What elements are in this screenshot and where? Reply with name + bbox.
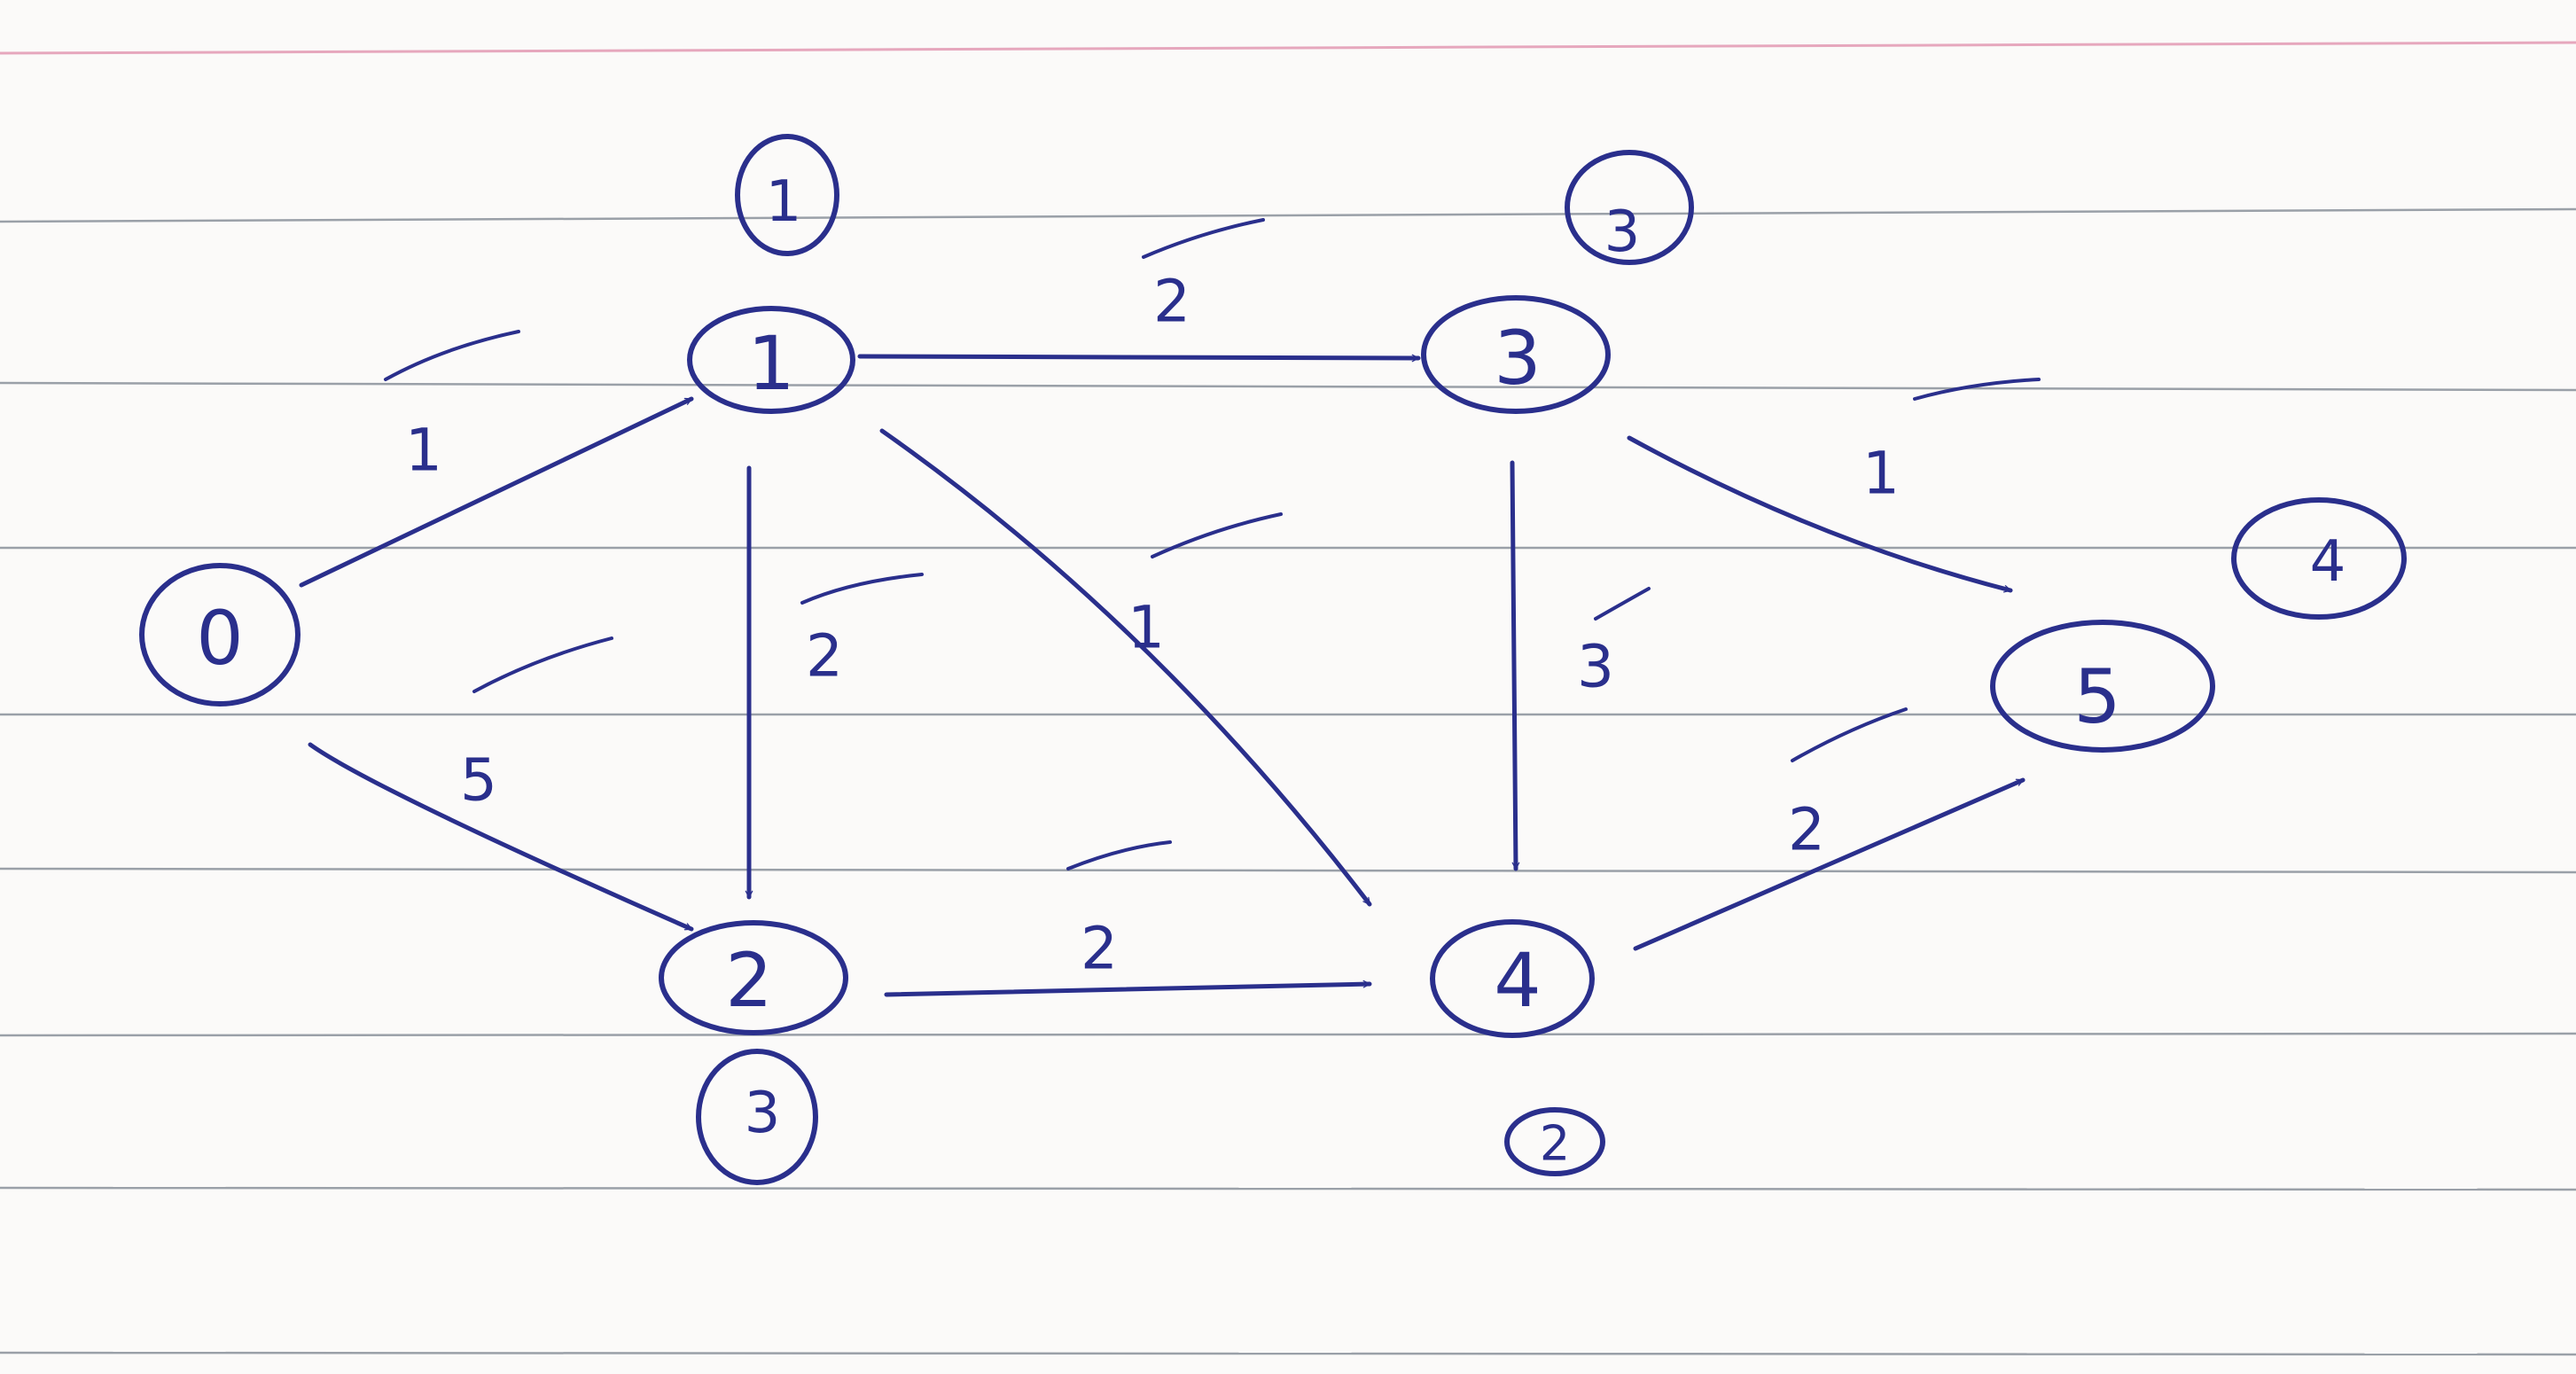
- edge-weight-0-1: 1: [405, 417, 442, 485]
- edge-weight-1-2: 2: [806, 622, 843, 691]
- distance-value: 1: [766, 169, 802, 235]
- check-marks: [384, 218, 2041, 870]
- node-0: 0: [139, 563, 301, 707]
- ruled-line: [0, 867, 2576, 874]
- edge-weight-3-4: 3: [1577, 633, 1614, 701]
- ruled-line: [0, 381, 2576, 392]
- edge-3-4: [1510, 460, 1520, 871]
- edge-weight-4-5: 2: [1788, 796, 1825, 864]
- check-icon: [800, 573, 924, 605]
- distance-node-4: 2: [1504, 1107, 1605, 1176]
- node-label: 1: [747, 320, 794, 407]
- distance-value: 4: [2310, 529, 2346, 595]
- node-5: 5: [1990, 620, 2215, 753]
- check-icon: [1791, 707, 1908, 762]
- ruled-line: [0, 1186, 2576, 1191]
- graph-edges: [299, 354, 2026, 997]
- edge-1-3: [857, 354, 1421, 363]
- distance-node-3: 3: [1565, 150, 1694, 265]
- check-icon: [472, 636, 613, 693]
- node-label: 0: [196, 595, 243, 682]
- edge-3-5: [1627, 435, 2013, 593]
- node-2: 2: [659, 920, 848, 1035]
- distance-node-1: 1: [735, 134, 839, 256]
- graph-nodes: 0 1 2 3 4 5: [139, 295, 2215, 1038]
- check-icon: [384, 330, 520, 381]
- distance-value: 3: [1604, 199, 1641, 265]
- edge-0-2: [308, 742, 694, 932]
- edge-1-4: [879, 428, 1372, 907]
- check-icon: [1913, 378, 2041, 401]
- node-4: 4: [1430, 919, 1595, 1038]
- check-icon: [1142, 218, 1265, 259]
- edge-weight-1-3: 2: [1153, 268, 1190, 336]
- edge-4-5: [1633, 777, 2026, 951]
- distance-labels: 1 3 3 2 4: [696, 134, 2407, 1185]
- distance-node-5: 4: [2231, 497, 2407, 620]
- distance-node-2: 3: [696, 1049, 818, 1185]
- check-icon: [1066, 840, 1172, 870]
- edge-weights: 1 5 2 2 1 2 3 1 2: [405, 268, 1900, 983]
- edge-weight-0-2: 5: [460, 746, 497, 815]
- node-3: 3: [1421, 295, 1611, 414]
- edge-weight-1-4: 1: [1128, 594, 1165, 662]
- node-label: 4: [1494, 937, 1541, 1024]
- node-label: 5: [2073, 653, 2120, 740]
- edge-0-1: [299, 396, 694, 588]
- node-1: 1: [687, 306, 855, 414]
- ruled-line: [0, 1032, 2576, 1037]
- edge-weight-2-4: 2: [1081, 915, 1118, 983]
- ruled-line: [0, 1351, 2576, 1356]
- node-label: 2: [725, 937, 772, 1024]
- check-icon: [1594, 587, 1651, 621]
- node-label: 3: [1494, 315, 1541, 402]
- check-icon: [1151, 512, 1283, 558]
- margin-line: [0, 41, 2576, 55]
- ruled-line: [0, 207, 2576, 223]
- distance-value: 2: [1540, 1116, 1570, 1172]
- edge-weight-3-5: 1: [1862, 440, 1900, 508]
- distance-value: 3: [745, 1081, 781, 1146]
- edge-2-4: [884, 980, 1372, 997]
- ruled-lines: [0, 207, 2576, 1356]
